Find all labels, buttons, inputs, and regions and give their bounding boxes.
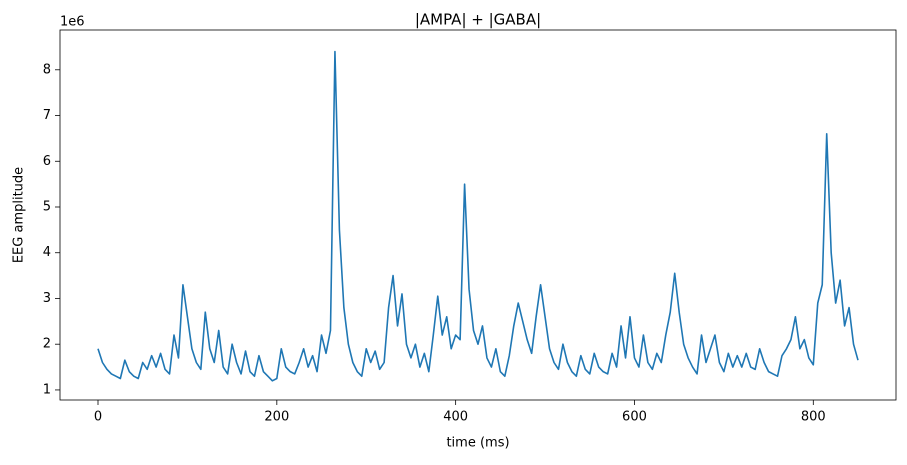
y-tick-label: 7 [43, 108, 51, 123]
y-tick-label: 5 [43, 199, 51, 214]
y-tick-label: 2 [43, 337, 51, 352]
axes-frame [59, 29, 897, 401]
x-axis-label: time (ms) [446, 436, 509, 451]
x-tick-label: 0 [94, 410, 102, 425]
x-tick-label: 400 [443, 410, 468, 425]
y-offset-label: 1e6 [60, 15, 85, 30]
x-tick-label: 600 [622, 410, 647, 425]
chart-title: |AMPA| + |GABA| [415, 11, 541, 29]
y-tick-label: 1 [43, 382, 51, 397]
data-line [97, 50, 859, 382]
y-tick-label: 8 [43, 62, 51, 77]
y-axis-label: EEG amplitude [12, 167, 27, 263]
y-tick-label: 3 [43, 291, 51, 306]
y-tick-label: 4 [43, 245, 51, 260]
x-tick-label: 200 [264, 410, 289, 425]
y-tick-label: 6 [43, 154, 51, 169]
x-tick-label: 800 [801, 410, 826, 425]
